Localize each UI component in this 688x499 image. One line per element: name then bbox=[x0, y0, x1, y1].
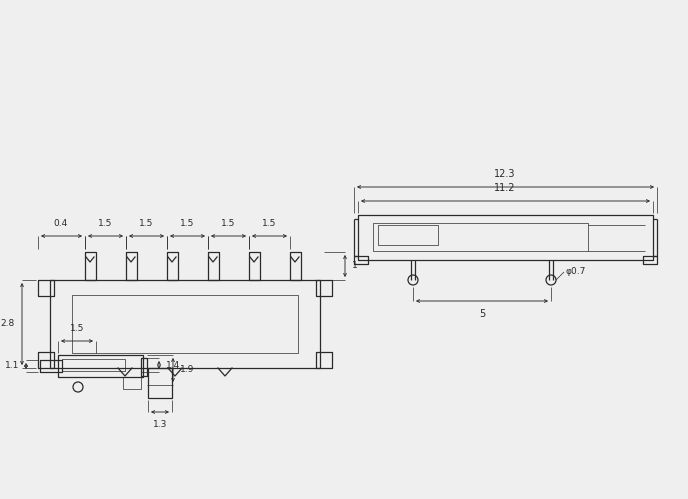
Text: 1.4: 1.4 bbox=[166, 360, 180, 369]
Text: 12.3: 12.3 bbox=[494, 169, 516, 179]
Text: 5: 5 bbox=[479, 309, 485, 319]
Text: 1: 1 bbox=[352, 261, 358, 270]
Text: 1.3: 1.3 bbox=[153, 420, 167, 429]
Text: 1.5: 1.5 bbox=[180, 219, 194, 228]
Text: 11.2: 11.2 bbox=[494, 183, 516, 193]
Text: 1.5: 1.5 bbox=[221, 219, 235, 228]
Text: 1.9: 1.9 bbox=[180, 365, 195, 375]
Text: 1.5: 1.5 bbox=[262, 219, 276, 228]
Text: φ0.7: φ0.7 bbox=[566, 267, 586, 276]
Text: 1.1: 1.1 bbox=[5, 361, 19, 370]
Text: 1.5: 1.5 bbox=[139, 219, 153, 228]
Text: 0.4: 0.4 bbox=[54, 219, 68, 228]
Text: 2.8: 2.8 bbox=[1, 319, 15, 328]
Text: 1.5: 1.5 bbox=[98, 219, 112, 228]
Text: 1.5: 1.5 bbox=[69, 324, 84, 333]
